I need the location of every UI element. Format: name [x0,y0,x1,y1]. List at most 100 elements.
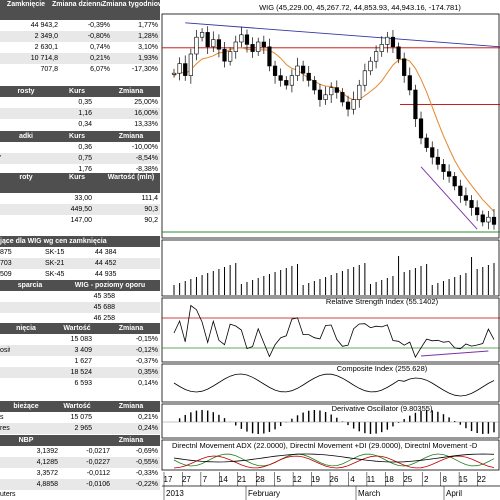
panel-border [161,439,500,471]
oscillator-panel [162,410,500,434]
table-row: 10 714,8 0,21% 1,93% [0,53,160,64]
axis-tick-label: 8 [442,475,447,484]
candle [362,70,367,86]
candle [228,51,233,62]
table-cell: 1,28% [138,33,158,40]
table-cell: 1 627 [74,358,92,365]
candle [334,87,339,93]
table-row: 147,00 90,2 [0,215,160,226]
header-cell: Zamknięcie [6,1,46,8]
table-cell: 0,75 [78,155,92,162]
table-cell: 44 935 [95,271,117,278]
header-cell: Kurs [69,174,85,181]
table-cell: 33,00 [74,195,92,202]
table-row: 6 593 0,14% [0,378,160,389]
axis-tick-label: 28 [256,475,265,484]
table-cell: 46 258 [93,315,115,322]
header-cell: Wartość [63,403,91,410]
candle [267,46,272,67]
table-row: 509 SK-45 44 935 [0,269,160,280]
candle [345,101,351,110]
table-cell: 111,4 [141,195,158,202]
dmi-minus-line [173,455,495,469]
table-cell: SK-15 [45,249,65,256]
table-row: 703 SK-21 44 452 [0,258,160,269]
header-cell: Kurs [69,88,85,95]
table-row: 1,16 16,00% [0,108,160,119]
candle [463,195,469,201]
axis-tick-label: 19 [311,475,320,484]
dmi-adx-line [173,453,495,463]
table-cell: osite [0,347,10,354]
trend-line [185,22,500,48]
candle [486,216,491,223]
table-row: 44 943,2 -0,39% 1,77% [0,20,160,31]
table-cell: 3,1392 [36,448,58,455]
table-cell: 3 409 [74,347,92,354]
header-cell: nięcia [16,325,36,332]
table-row: 707,8 6,07% -17,30% [0,64,160,75]
table-cell: -0,0217 [86,448,110,455]
table-cell: -0,80% [87,33,110,40]
table-cell: 703 [0,260,12,267]
table-cell: SK-21 [45,260,65,267]
table-cell: 147,00 [70,217,92,224]
table-cell: 0,34 [78,121,92,128]
table-row: 46 258 [0,313,160,324]
candle [177,63,182,74]
table-row: s 15 075 0,21% [0,412,160,423]
candle [480,214,485,223]
axis-tick-label: 25 [403,475,412,484]
dmi-plus-line [173,453,495,467]
candle [171,72,177,75]
axis-tick-label: 5 [276,475,281,484]
candle [188,53,193,76]
table-cell: 44 943,2 [30,22,58,29]
table-cell: 6 593 [74,380,92,387]
header-cell: Wartość (mln) [107,174,155,181]
table-cell: 0,21% [90,55,110,62]
volume-panel [173,256,495,295]
rsi-label: Relative Strength Index (55.1402) [326,297,439,306]
table-cell: 90,2 [144,217,158,224]
candle [430,147,435,158]
table-header-spadki: adki Kurs Zmiana [0,131,160,142]
axis-tick-label: 27 [182,475,191,484]
candle [250,44,255,52]
table-cell: 45 358 [93,293,115,300]
table-cell: 15 083 [70,336,92,343]
composite-line [173,373,495,397]
table-cell: 0,36 [78,144,92,151]
table-header-nbp: NBP Zmiana [0,435,160,446]
table-cell: -0,69% [135,448,158,455]
axis-tick-label: 21 [237,475,246,484]
axis-tick-label: 22 [477,475,486,484]
axis-month-label: February [248,489,280,498]
axis-tick-label: 18 [385,475,394,484]
composite-label: Composite Index (255.628) [337,364,428,373]
table-row: 2 349,0 -0,80% 1,28% [0,31,160,42]
table-header-obroty: roty Kurs Wartość (mln) [0,173,160,193]
candle [441,164,446,172]
candle [469,200,474,208]
rsi-support-line [420,350,489,357]
table-cell: -10,00% [131,144,158,151]
candle [289,75,294,86]
table-cell: 15 075 [70,414,92,421]
table-cell: -0,0227 [86,459,110,466]
candle [475,207,480,216]
table-row: 15 083 -0,15% [0,334,160,345]
header-cell: WIG - poziomy oporu [74,282,146,289]
candle [317,89,323,100]
candle [413,89,418,120]
table-row: 4,8858 -0,0106 -0,22% [0,479,160,490]
candle [284,80,289,86]
axis-month-label: March [358,489,380,498]
table-cell: 44 452 [95,260,117,267]
candle [295,65,300,76]
axis-tick-label: 2 [424,475,429,484]
table-cell: 1,77% [138,22,158,29]
header-cell: Zmiana dzienna [52,1,102,8]
table-header-srednie: jące dla WIG wg cen zamknięcia [0,236,160,247]
